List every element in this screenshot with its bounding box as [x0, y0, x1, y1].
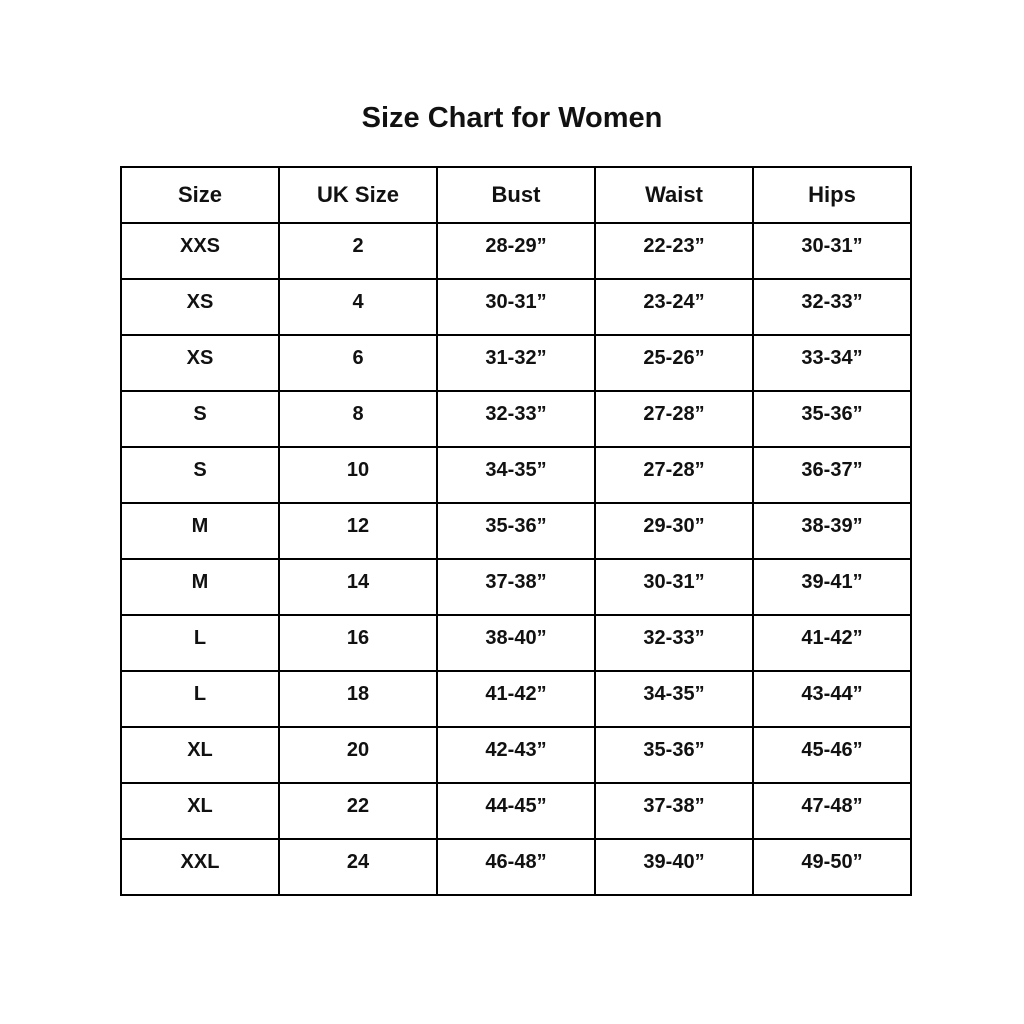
cell-uk: 14 — [278, 558, 438, 616]
header-row: Size UK Size Bust Waist Hips — [120, 166, 912, 224]
cell-size: XS — [120, 278, 280, 336]
cell-bust: 31-32” — [436, 334, 596, 392]
column-header-size: Size — [120, 166, 280, 224]
cell-uk: 2 — [278, 222, 438, 280]
cell-bust: 35-36” — [436, 502, 596, 560]
cell-waist: 34-35” — [594, 670, 754, 728]
cell-bust: 34-35” — [436, 446, 596, 504]
cell-waist: 29-30” — [594, 502, 754, 560]
table-row: L 18 41-42” 34-35” 43-44” — [120, 670, 912, 728]
table-row: S 10 34-35” 27-28” 36-37” — [120, 446, 912, 504]
cell-bust: 32-33” — [436, 390, 596, 448]
cell-bust: 28-29” — [436, 222, 596, 280]
cell-waist: 23-24” — [594, 278, 754, 336]
cell-hips: 41-42” — [752, 614, 912, 672]
cell-size: S — [120, 390, 280, 448]
cell-waist: 35-36” — [594, 726, 754, 784]
cell-uk: 20 — [278, 726, 438, 784]
cell-uk: 18 — [278, 670, 438, 728]
table-row: XXL 24 46-48” 39-40” 49-50” — [120, 838, 912, 896]
cell-hips: 36-37” — [752, 446, 912, 504]
cell-waist: 27-28” — [594, 446, 754, 504]
cell-hips: 33-34” — [752, 334, 912, 392]
cell-size: XXL — [120, 838, 280, 896]
cell-uk: 24 — [278, 838, 438, 896]
cell-waist: 25-26” — [594, 334, 754, 392]
cell-waist: 30-31” — [594, 558, 754, 616]
cell-hips: 30-31” — [752, 222, 912, 280]
cell-bust: 37-38” — [436, 558, 596, 616]
cell-bust: 44-45” — [436, 782, 596, 840]
table-row: XS 6 31-32” 25-26” 33-34” — [120, 334, 912, 392]
cell-size: S — [120, 446, 280, 504]
table-header: Size UK Size Bust Waist Hips — [120, 166, 912, 224]
cell-size: L — [120, 670, 280, 728]
cell-hips: 38-39” — [752, 502, 912, 560]
cell-hips: 45-46” — [752, 726, 912, 784]
cell-size: XS — [120, 334, 280, 392]
cell-uk: 22 — [278, 782, 438, 840]
table-row: XS 4 30-31” 23-24” 32-33” — [120, 278, 912, 336]
table-body: XXS 2 28-29” 22-23” 30-31” XS 4 30-31” 2… — [120, 222, 912, 896]
cell-waist: 37-38” — [594, 782, 754, 840]
cell-hips: 43-44” — [752, 670, 912, 728]
cell-hips: 39-41” — [752, 558, 912, 616]
cell-hips: 32-33” — [752, 278, 912, 336]
cell-uk: 16 — [278, 614, 438, 672]
table-row: L 16 38-40” 32-33” 41-42” — [120, 614, 912, 672]
cell-size: L — [120, 614, 280, 672]
cell-waist: 22-23” — [594, 222, 754, 280]
table-row: XL 20 42-43” 35-36” 45-46” — [120, 726, 912, 784]
table-row: XL 22 44-45” 37-38” 47-48” — [120, 782, 912, 840]
page-title: Size Chart for Women — [361, 102, 663, 134]
table-row: XXS 2 28-29” 22-23” 30-31” — [120, 222, 912, 280]
cell-uk: 6 — [278, 334, 438, 392]
table-row: S 8 32-33” 27-28” 35-36” — [120, 390, 912, 448]
cell-bust: 38-40” — [436, 614, 596, 672]
cell-hips: 49-50” — [752, 838, 912, 896]
cell-bust: 41-42” — [436, 670, 596, 728]
cell-size: M — [120, 558, 280, 616]
cell-uk: 12 — [278, 502, 438, 560]
cell-uk: 4 — [278, 278, 438, 336]
cell-bust: 46-48” — [436, 838, 596, 896]
cell-hips: 47-48” — [752, 782, 912, 840]
cell-hips: 35-36” — [752, 390, 912, 448]
cell-size: XXS — [120, 222, 280, 280]
table-row: M 12 35-36” 29-30” 38-39” — [120, 502, 912, 560]
cell-uk: 8 — [278, 390, 438, 448]
column-header-hips: Hips — [752, 166, 912, 224]
cell-size: M — [120, 502, 280, 560]
size-chart-table: Size UK Size Bust Waist Hips XXS 2 28-29… — [120, 166, 912, 896]
cell-size: XL — [120, 726, 280, 784]
cell-waist: 39-40” — [594, 838, 754, 896]
column-header-uk-size: UK Size — [278, 166, 438, 224]
column-header-waist: Waist — [594, 166, 754, 224]
cell-uk: 10 — [278, 446, 438, 504]
cell-bust: 42-43” — [436, 726, 596, 784]
cell-bust: 30-31” — [436, 278, 596, 336]
cell-waist: 32-33” — [594, 614, 754, 672]
column-header-bust: Bust — [436, 166, 596, 224]
table-row: M 14 37-38” 30-31” 39-41” — [120, 558, 912, 616]
cell-size: XL — [120, 782, 280, 840]
cell-waist: 27-28” — [594, 390, 754, 448]
